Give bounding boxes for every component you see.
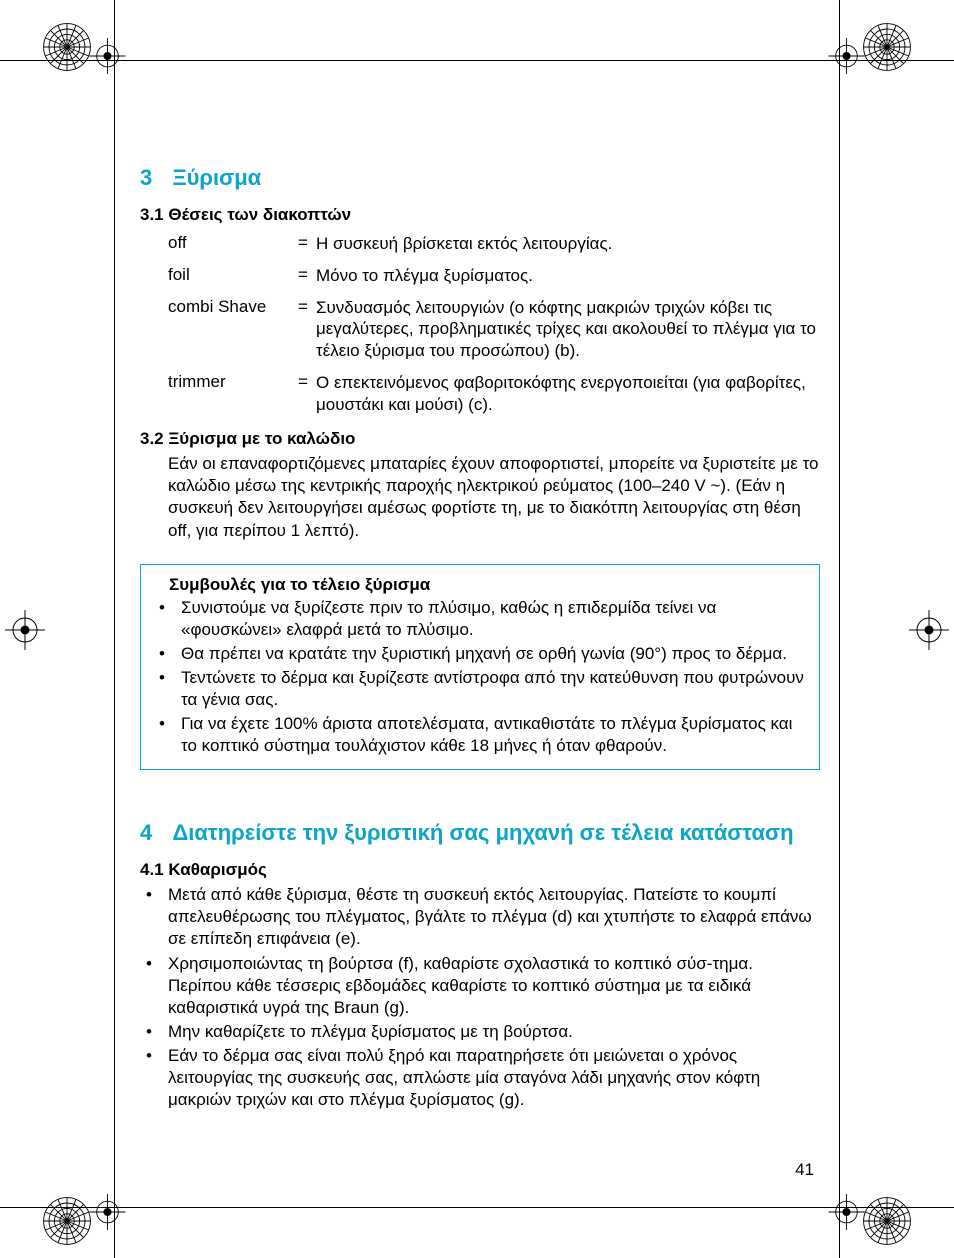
section-3-number: 3 <box>140 165 168 191</box>
regmark-bottom-right <box>824 1158 914 1248</box>
cleaning-list: Μετά από κάθε ξύρισμα, θέστε τη συσκευή … <box>140 884 820 1111</box>
regmark-bottom-left <box>40 1158 130 1248</box>
switch-row: off = Η συσκευή βρίσκεται εκτός λειτουργ… <box>168 233 820 255</box>
switch-desc: Συνδυασμός λειτουργιών (ο κόφτης μακριών… <box>316 297 820 362</box>
switch-row: foil = Μόνο το πλέγμα ξυρίσματος. <box>168 265 820 287</box>
regmark-top-left <box>40 20 130 110</box>
section-4-title: Διατηρείστε την ξυριστική σας μηχανή σε … <box>172 820 812 846</box>
regmark-left-mid <box>0 605 50 660</box>
section-4: 4 Διατηρείστε την ξυριστική σας μηχανή σ… <box>140 820 820 1111</box>
page: 3 Ξύρισμα 3.1 Θέσεις των διακοπτών off =… <box>0 0 954 1258</box>
equals-sign: = <box>298 372 316 392</box>
switch-desc: Η συσκευή βρίσκεται εκτός λειτουργίας. <box>316 233 820 255</box>
section-3: 3 Ξύρισμα 3.1 Θέσεις των διακοπτών off =… <box>140 165 820 770</box>
cleaning-item: Μετά από κάθε ξύρισμα, θέστε τη συσκευή … <box>140 884 820 950</box>
tips-list: Συνιστούμε να ξυρίζεστε πριν το πλύσιμο,… <box>153 597 807 758</box>
section-4-number: 4 <box>140 820 168 846</box>
subsection-3-1-heading: 3.1 Θέσεις των διακοπτών <box>140 205 820 225</box>
regmark-top-right <box>824 20 914 110</box>
content-area: 3 Ξύρισμα 3.1 Θέσεις των διακοπτών off =… <box>140 165 820 1111</box>
trim-line-right <box>839 0 840 1258</box>
section-3-title: Ξύρισμα <box>172 165 812 191</box>
trim-line-top <box>0 60 954 61</box>
switch-row: combi Shave = Συνδυασμός λειτουργιών (ο … <box>168 297 820 362</box>
switch-row: trimmer = Ο επεκτεινόμενος φαβοριτοκόφτη… <box>168 372 820 416</box>
tip-item: Θα πρέπει να κρατάτε την ξυριστική μηχαν… <box>153 643 807 665</box>
switch-table: off = Η συσκευή βρίσκεται εκτός λειτουργ… <box>168 233 820 415</box>
switch-label: foil <box>168 265 298 285</box>
switch-label: combi Shave <box>168 297 298 317</box>
equals-sign: = <box>298 265 316 285</box>
cleaning-item: Χρησιμοποιώντας τη βούρτσα (f), καθαρίστ… <box>140 953 820 1019</box>
switch-desc: Ο επεκτεινόμενος φαβοριτοκόφτης ενεργοπο… <box>316 372 820 416</box>
tip-item: Τεντώνετε το δέρμα και ξυρίζεστε αντίστρ… <box>153 667 807 711</box>
cleaning-item: Εάν το δέρμα σας είναι πολύ ξηρό και παρ… <box>140 1045 820 1111</box>
subsection-4-1-heading: 4.1 Καθαρισμός <box>140 860 820 880</box>
tips-title: Συμβουλές για το τέλειο ξύρισμα <box>169 575 807 595</box>
trim-line-bottom <box>0 1207 954 1208</box>
subsection-3-2-heading: 3.2 Ξύρισμα με το καλώδιο <box>140 429 820 449</box>
page-number: 41 <box>795 1160 814 1180</box>
trim-line-left <box>114 0 115 1258</box>
switch-label: off <box>168 233 298 253</box>
tip-item: Συνιστούμε να ξυρίζεστε πριν το πλύσιμο,… <box>153 597 807 641</box>
equals-sign: = <box>298 297 316 317</box>
equals-sign: = <box>298 233 316 253</box>
tips-box: Συμβουλές για το τέλειο ξύρισμα Συνιστού… <box>140 564 820 771</box>
tip-item: Για να έχετε 100% άριστα αποτελέσματα, α… <box>153 713 807 757</box>
cleaning-item: Μην καθαρίζετε το πλέγμα ξυρίσματος με τ… <box>140 1021 820 1043</box>
switch-desc: Μόνο το πλέγμα ξυρίσματος. <box>316 265 820 287</box>
regmark-right-mid <box>904 605 954 660</box>
switch-label: trimmer <box>168 372 298 392</box>
subsection-3-2-para: Εάν οι επαναφορτιζόμενες μπαταρίες έχουν… <box>168 453 820 541</box>
